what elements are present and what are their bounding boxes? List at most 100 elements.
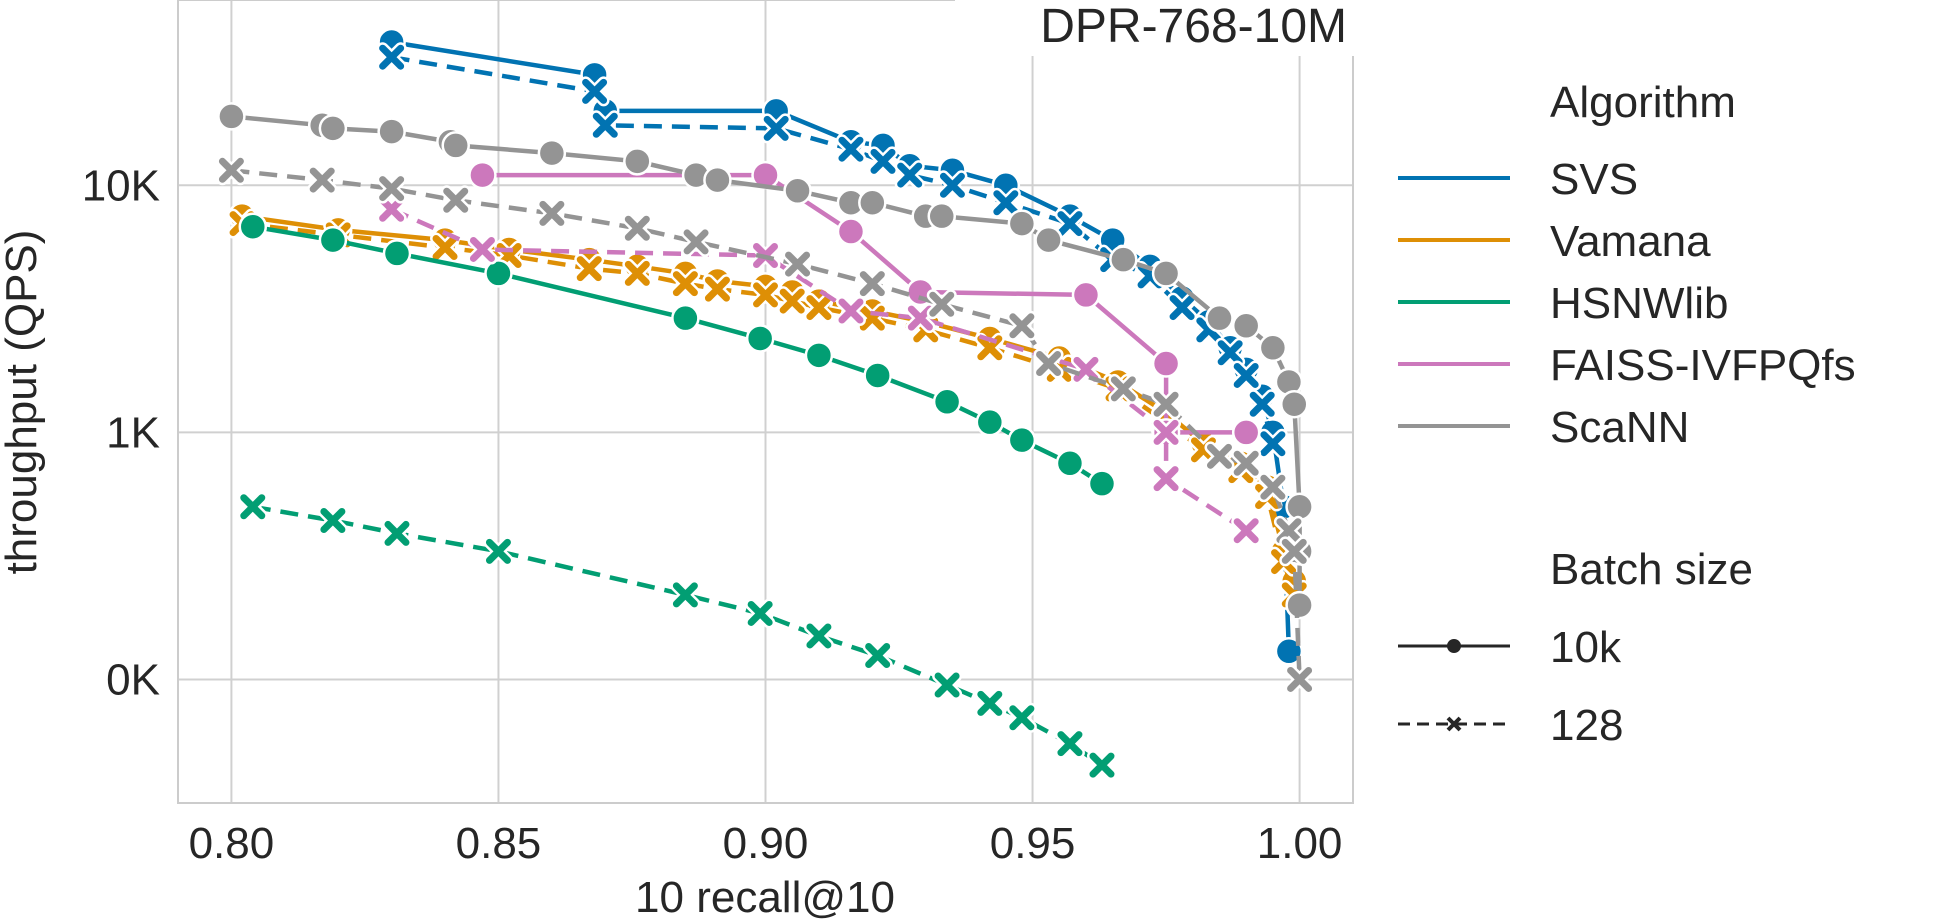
data-point <box>381 518 412 549</box>
y-tick-label: 10K <box>82 161 160 210</box>
data-point <box>1257 428 1288 459</box>
data-point <box>1231 311 1261 341</box>
data-point <box>1274 637 1304 666</box>
data-point <box>317 505 348 536</box>
plot-frame <box>177 0 1354 804</box>
data-point <box>1151 463 1182 494</box>
series-faiss-ivfpqfs-128 <box>376 194 1262 546</box>
data-point <box>1086 750 1117 781</box>
data-point <box>307 165 338 196</box>
data-point <box>1247 389 1278 420</box>
data-point <box>382 239 412 268</box>
data-point <box>376 194 407 225</box>
legend-marker <box>1447 639 1461 653</box>
data-point <box>1257 472 1288 503</box>
legend-item-svs: SVS <box>1398 155 1638 204</box>
data-point <box>376 173 407 204</box>
data-point <box>1215 337 1246 368</box>
x-tick-labels: 0.80 0.85 0.90 0.95 1.00 <box>189 819 1343 868</box>
data-point <box>1108 373 1139 404</box>
data-point <box>863 361 892 390</box>
x-tick-label: 0.85 <box>456 819 542 868</box>
data-point <box>217 102 246 131</box>
data-point <box>894 160 925 191</box>
data-point <box>467 234 498 265</box>
data-point <box>1273 515 1304 546</box>
series-scann-10k <box>217 102 1314 620</box>
legend: Algorithm SVSVamanaHSNWlibFAISS-IVFPQfsS… <box>1398 78 1856 750</box>
data-point <box>858 188 887 217</box>
legend-item-vamana: Vamana <box>1398 217 1711 266</box>
data-point <box>1231 360 1262 391</box>
data-point <box>1167 292 1198 323</box>
legend-batch-entries: 10k 128 <box>1398 623 1623 750</box>
data-point <box>430 232 461 263</box>
data-point <box>868 146 898 177</box>
data-point <box>974 688 1005 719</box>
data-point <box>574 253 605 284</box>
x-tick-label: 0.90 <box>723 819 809 868</box>
data-point <box>1054 208 1085 239</box>
data-point <box>803 292 834 323</box>
data-point <box>622 258 653 289</box>
data-point <box>579 76 610 107</box>
data-point <box>622 213 653 244</box>
data-point <box>783 176 812 206</box>
series-hsnwlib-128 <box>237 491 1117 781</box>
data-point <box>318 114 348 143</box>
data-point <box>1151 349 1181 378</box>
data-point <box>216 155 247 186</box>
data-point <box>836 217 866 246</box>
data-point <box>1006 702 1037 733</box>
data-point <box>1151 417 1182 448</box>
data-point <box>1285 492 1314 522</box>
data-point <box>468 160 497 190</box>
data-point <box>803 620 834 651</box>
data-point <box>926 289 957 320</box>
data-point <box>1231 448 1262 479</box>
legend-label: FAISS-IVFPQfs <box>1550 341 1856 390</box>
data-point <box>1258 333 1288 363</box>
data-point <box>932 387 962 417</box>
data-point <box>1054 728 1085 759</box>
x-tick-label: 1.00 <box>1257 819 1343 868</box>
data-point <box>377 117 406 146</box>
data-point <box>590 110 621 141</box>
data-point <box>1285 590 1314 620</box>
data-point <box>670 579 701 610</box>
data-point <box>745 324 775 353</box>
data-point <box>1071 280 1101 310</box>
title-background <box>955 0 1355 56</box>
data-point <box>1087 469 1117 498</box>
series-svs-128 <box>376 42 1288 459</box>
x-axis-label: 10 recall@10 <box>635 873 895 922</box>
legend-label: 10k <box>1550 623 1622 672</box>
data-point <box>670 268 701 299</box>
data-point <box>990 187 1021 218</box>
legend-item-scann: ScaNN <box>1398 403 1689 452</box>
data-point <box>932 669 963 700</box>
data-point <box>536 198 567 229</box>
chart-title: DPR-768-10M <box>1040 0 1347 53</box>
y-tick-label: 1K <box>106 408 160 457</box>
series-hsnwlib-10k <box>238 212 1117 498</box>
data-point <box>1280 389 1309 419</box>
legend-algorithm-entries: SVS Vamana HSNWlib FAISS-IVFPQfs ScaNN <box>1398 155 1856 452</box>
x-tick-label: 0.80 <box>189 819 275 868</box>
data-point <box>1033 348 1064 379</box>
data-point <box>1109 245 1138 274</box>
data-point <box>318 225 348 255</box>
x-tick-label: 0.95 <box>990 819 1076 868</box>
data-point <box>1007 425 1037 455</box>
data-point <box>1231 515 1262 546</box>
series-faiss-ivfpqfs-10k <box>468 160 1261 447</box>
data-point <box>1231 418 1261 447</box>
data-point <box>237 491 268 522</box>
data-point <box>702 274 733 305</box>
y-axis-label: throughput (QPS) <box>0 230 46 575</box>
data-point <box>1284 664 1315 695</box>
data-point <box>537 138 567 168</box>
series-layer <box>216 27 1315 781</box>
data-point <box>804 341 834 370</box>
